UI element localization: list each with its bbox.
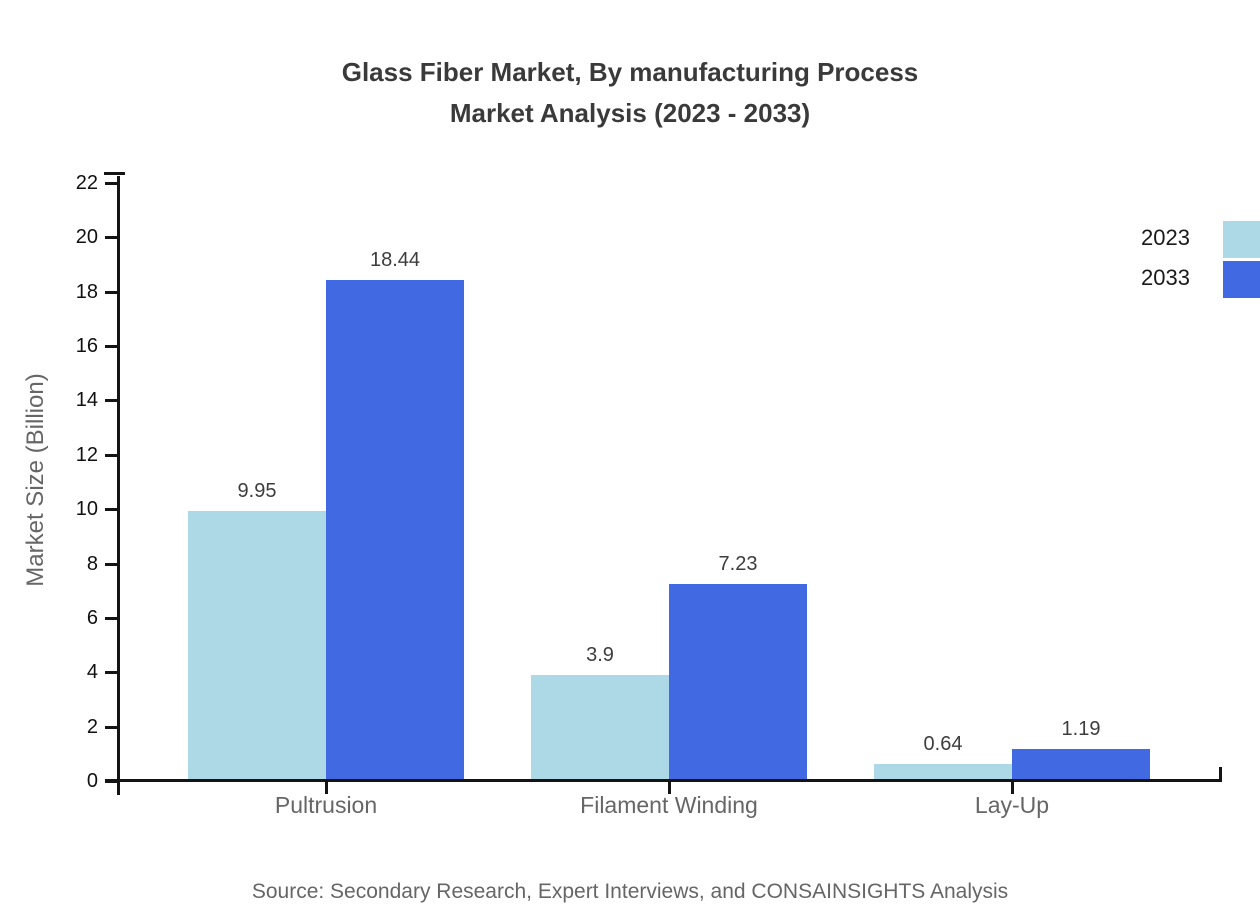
- y-tick-label: 4: [86, 661, 98, 684]
- y-tick-label: 22: [75, 172, 98, 194]
- bar-2033-filament-winding: [669, 584, 807, 781]
- y-axis-tick: [105, 290, 119, 294]
- y-axis-tick: [105, 345, 119, 349]
- bar-value-label: 0.64: [923, 732, 963, 755]
- y-axis-tick: [105, 236, 119, 240]
- bar-2023-pultrusion: [188, 510, 326, 781]
- y-axis-tick: [105, 562, 119, 566]
- legend-swatch-2033: [1223, 261, 1260, 298]
- chart-title-line1: Glass Fiber Market, By manufacturing Pro…: [341, 57, 919, 87]
- y-axis-top-cap: [104, 172, 125, 175]
- legend-label-2033: 2033: [1141, 265, 1190, 290]
- bar-value-label: 1.19: [1061, 717, 1101, 740]
- y-tick-label: 20: [75, 226, 98, 249]
- y-axis-tick: [105, 508, 119, 512]
- bar-value-label: 3.9: [586, 643, 614, 666]
- x-category-label: Pultrusion: [274, 792, 378, 818]
- x-axis-end-cap: [1219, 767, 1222, 779]
- y-tick-label: 0: [86, 770, 98, 792]
- bar-value-label: 9.95: [237, 479, 277, 502]
- y-tick-label: 8: [86, 552, 98, 575]
- bar-value-label: 18.44: [369, 248, 421, 271]
- legend-swatch-2023: [1223, 221, 1260, 258]
- y-axis-tick: [105, 399, 119, 403]
- y-axis-tick: [105, 671, 119, 675]
- y-tick-label: 6: [86, 606, 98, 629]
- y-tick-label: 10: [75, 498, 98, 521]
- y-axis-tick: [105, 453, 119, 457]
- bar-2033-pultrusion: [326, 279, 464, 781]
- y-tick-label: 18: [75, 280, 98, 303]
- y-axis-tick: [105, 182, 119, 185]
- source-note: Source: Secondary Research, Expert Inter…: [251, 880, 1009, 903]
- bar-2023-filament-winding: [531, 674, 669, 781]
- bar-2023-lay-up: [874, 763, 1012, 781]
- y-tick-label: 12: [75, 443, 98, 466]
- y-tick-label: 14: [75, 389, 98, 412]
- y-tick-label: 2: [86, 715, 98, 738]
- x-axis-line: [105, 779, 1222, 782]
- x-category-label: Filament Winding: [580, 792, 758, 818]
- chart-title-line2: Market Analysis (2023 - 2033): [449, 98, 811, 128]
- x-axis-tick: [325, 781, 328, 794]
- y-axis-line: [117, 176, 120, 795]
- y-tick-label: 16: [75, 335, 98, 358]
- bar-value-label: 7.23: [718, 553, 758, 576]
- x-axis-tick: [1011, 781, 1014, 794]
- bar-2033-lay-up: [1012, 748, 1150, 781]
- y-axis-tick: [105, 616, 119, 620]
- legend-label-2023: 2023: [1141, 225, 1190, 250]
- y-axis-tick: [105, 725, 119, 729]
- chart-title: Glass Fiber Market, By manufacturing Pro…: [0, 52, 1260, 134]
- x-category-label: Lay-Up: [974, 792, 1050, 818]
- x-axis-tick: [668, 781, 671, 794]
